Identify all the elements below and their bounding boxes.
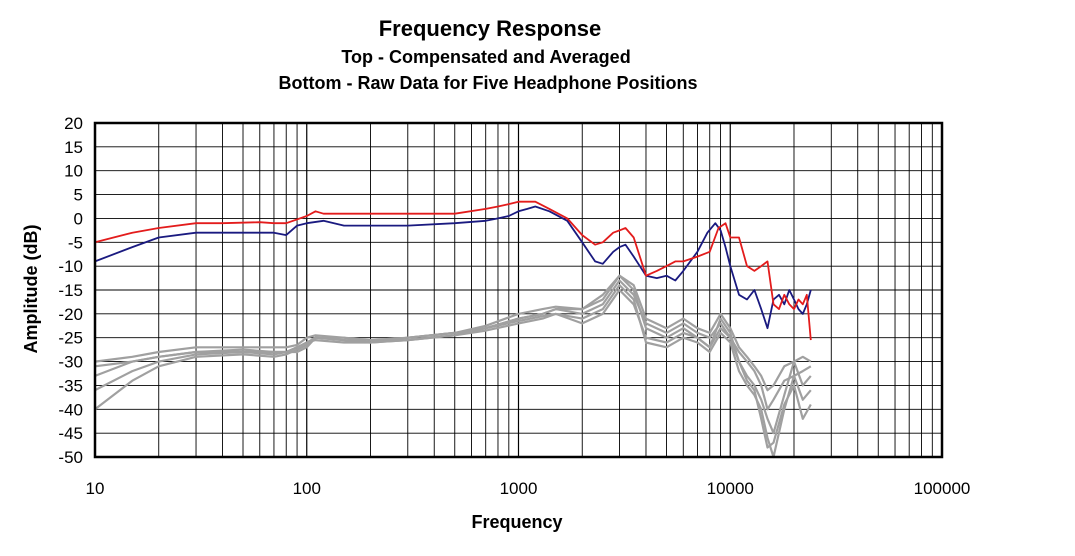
x-axis-label: Frequency bbox=[471, 512, 562, 532]
y-tick-label: -5 bbox=[68, 233, 83, 252]
grid bbox=[94, 122, 942, 458]
y-tick-label: 0 bbox=[74, 209, 83, 228]
chart-title: Frequency Response bbox=[379, 16, 602, 41]
series-line-gray-6 bbox=[94, 288, 812, 449]
series-line-gray-4 bbox=[94, 284, 812, 459]
y-tick-label: -15 bbox=[58, 281, 83, 300]
y-tick-label: 20 bbox=[64, 114, 83, 133]
y-tick-label: -35 bbox=[58, 376, 83, 395]
y-tick-label: -20 bbox=[58, 305, 83, 324]
y-tick-label: -30 bbox=[58, 353, 83, 372]
y-tick-label: -40 bbox=[58, 400, 83, 419]
chart-subtitle-top: Top - Compensated and Averaged bbox=[341, 47, 630, 67]
x-tick-label: 100 bbox=[293, 479, 321, 498]
plot-area-frame bbox=[93, 121, 944, 459]
y-tick-label: -45 bbox=[58, 424, 83, 443]
y-tick-label: -10 bbox=[58, 257, 83, 276]
series-line-navy-1 bbox=[94, 205, 812, 330]
y-tick-labels: 20 15 10 5 0 -5 -10 -15 -20 -25 -30 -35 -40 -45 -50 bbox=[58, 114, 83, 467]
y-tick-label: -25 bbox=[58, 329, 83, 348]
x-tick-label: 1000 bbox=[500, 479, 538, 498]
y-tick-label: 5 bbox=[74, 186, 83, 205]
y-tick-label: -50 bbox=[58, 448, 83, 467]
x-tick-label: 10 bbox=[86, 479, 105, 498]
x-tick-label: 100000 bbox=[914, 479, 971, 498]
x-tick-labels: 10 100 1000 10000 100000 bbox=[86, 479, 971, 498]
y-tick-label: 15 bbox=[64, 138, 83, 157]
y-axis-label: Amplitude (dB) bbox=[21, 225, 41, 354]
chart-subtitle-bottom: Bottom - Raw Data for Five Headphone Pos… bbox=[278, 73, 697, 93]
x-tick-label: 10000 bbox=[707, 479, 754, 498]
y-tick-label: 10 bbox=[64, 162, 83, 181]
series-line-gray-2 bbox=[94, 279, 812, 411]
series-line-red-0 bbox=[94, 200, 812, 341]
series-group bbox=[94, 200, 812, 459]
series-line-gray-5 bbox=[94, 274, 812, 392]
